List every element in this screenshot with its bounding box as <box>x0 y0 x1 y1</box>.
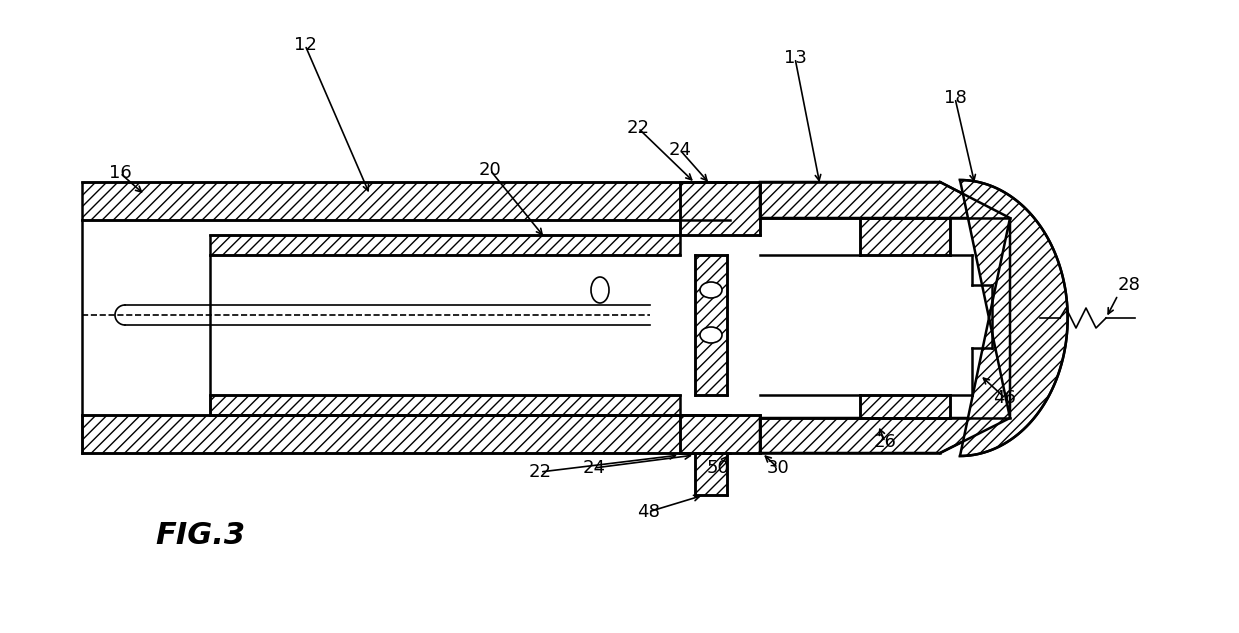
Text: 24: 24 <box>582 459 606 477</box>
Text: 16: 16 <box>109 164 131 182</box>
Text: 30: 30 <box>767 459 789 477</box>
Text: FIG.3: FIG.3 <box>155 520 245 549</box>
Bar <box>860 395 950 418</box>
Bar <box>82 182 730 220</box>
Text: 22: 22 <box>529 463 551 481</box>
Polygon shape <box>960 180 1068 456</box>
Bar <box>695 255 727 395</box>
Bar <box>680 415 760 453</box>
Text: 12: 12 <box>294 36 316 54</box>
Text: 26: 26 <box>873 433 897 451</box>
Text: 46: 46 <box>994 389 1016 407</box>
Text: 20: 20 <box>478 161 502 179</box>
Bar <box>209 235 680 255</box>
Polygon shape <box>760 182 1010 218</box>
Text: 24: 24 <box>669 141 691 159</box>
Bar <box>860 218 950 255</box>
Text: 13: 13 <box>783 49 807 67</box>
Bar <box>680 182 760 235</box>
Ellipse shape <box>700 282 722 298</box>
Ellipse shape <box>700 327 722 343</box>
Polygon shape <box>760 418 1010 453</box>
Bar <box>209 395 680 415</box>
Text: 18: 18 <box>944 89 966 107</box>
Ellipse shape <box>591 277 610 303</box>
Text: 48: 48 <box>637 503 659 521</box>
Bar <box>82 415 730 453</box>
Text: 28: 28 <box>1118 276 1141 294</box>
Text: 22: 22 <box>627 119 649 137</box>
Bar <box>695 453 727 495</box>
Text: 50: 50 <box>706 459 730 477</box>
